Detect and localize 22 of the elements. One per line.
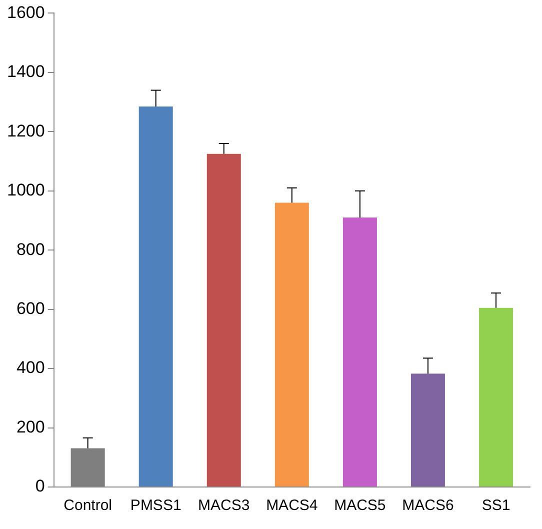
x-tick-label: MACS6	[402, 497, 454, 514]
x-tick-label: MACS4	[266, 497, 318, 514]
bar	[206, 154, 241, 486]
bar	[138, 106, 173, 486]
x-tick-label: PMSS1	[130, 497, 182, 514]
y-tick-label: 1000	[6, 180, 45, 200]
y-tick-label: 800	[16, 240, 45, 259]
y-tick-label: 1400	[6, 62, 45, 82]
x-tick-label: MACS5	[334, 497, 386, 514]
y-tick-label: 1600	[6, 2, 45, 22]
bar	[274, 202, 309, 486]
x-tick-label: SS1	[482, 497, 510, 514]
bar	[342, 218, 377, 486]
bar	[410, 374, 445, 486]
y-tick-label: 200	[16, 417, 45, 436]
bar	[478, 308, 513, 486]
x-tick-label: MACS3	[198, 497, 250, 514]
y-tick-label: 0	[35, 476, 45, 496]
y-tick-label: 400	[16, 358, 45, 378]
y-tick-label: 1200	[6, 121, 45, 140]
y-tick-label: 600	[16, 299, 45, 318]
x-tick-label: Control	[64, 497, 112, 514]
